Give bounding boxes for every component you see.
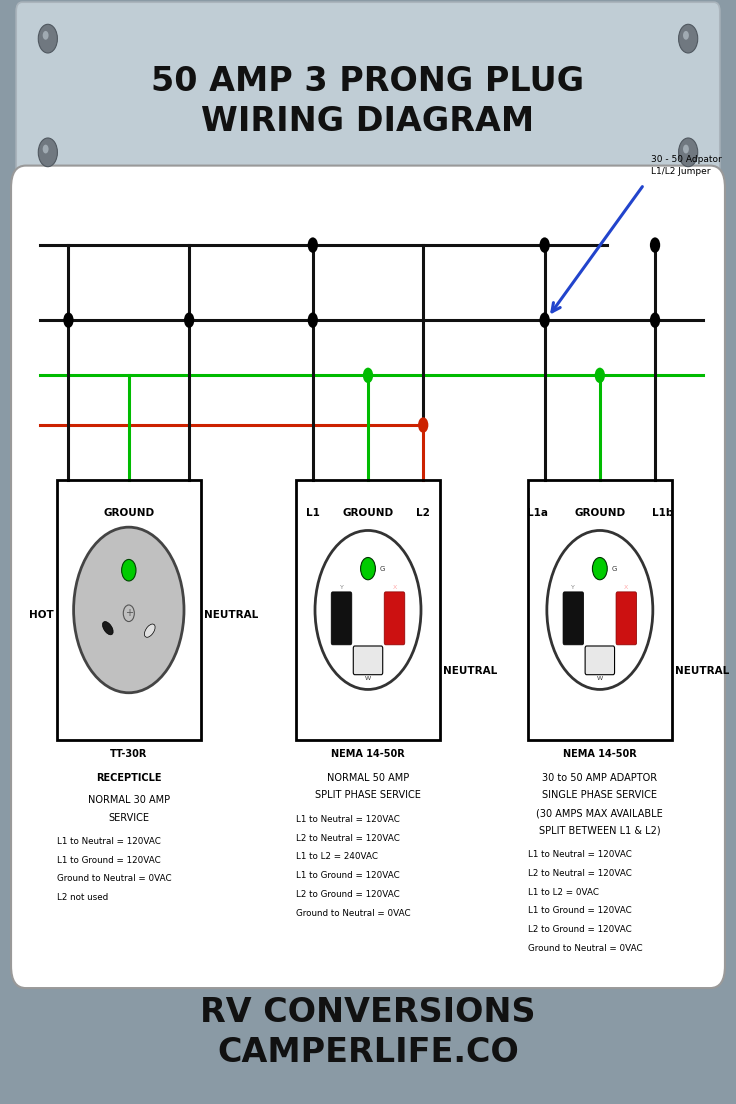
FancyBboxPatch shape	[616, 592, 637, 645]
Circle shape	[38, 138, 57, 167]
Text: Y: Y	[339, 585, 344, 590]
Circle shape	[361, 558, 375, 580]
Text: L1b: L1b	[651, 508, 673, 518]
Circle shape	[43, 145, 49, 153]
FancyBboxPatch shape	[353, 646, 383, 675]
Text: L1a: L1a	[527, 508, 548, 518]
Circle shape	[539, 237, 550, 253]
Circle shape	[184, 312, 194, 328]
Circle shape	[38, 24, 57, 53]
Circle shape	[650, 312, 660, 328]
Text: L1 to L2 = 0VAC: L1 to L2 = 0VAC	[528, 888, 599, 896]
Text: W: W	[597, 676, 603, 681]
Circle shape	[121, 560, 136, 581]
Text: RECEPTICLE: RECEPTICLE	[96, 773, 161, 783]
Text: NEUTRAL: NEUTRAL	[204, 611, 258, 620]
Text: +: +	[125, 608, 132, 618]
Circle shape	[679, 24, 698, 53]
Circle shape	[539, 312, 550, 328]
Text: Ground to Neutral = 0VAC: Ground to Neutral = 0VAC	[296, 909, 411, 917]
Text: NEMA 14-50R: NEMA 14-50R	[331, 749, 405, 758]
Text: TT-30R: TT-30R	[110, 749, 147, 758]
Circle shape	[308, 237, 318, 253]
Text: Ground to Neutral = 0VAC: Ground to Neutral = 0VAC	[528, 944, 643, 953]
Text: (30 AMPS MAX AVAILABLE: (30 AMPS MAX AVAILABLE	[537, 808, 663, 818]
Text: HOT: HOT	[29, 611, 53, 620]
Text: L1 to Neutral = 120VAC: L1 to Neutral = 120VAC	[528, 850, 632, 859]
Text: GROUND: GROUND	[342, 508, 394, 518]
Text: NORMAL 30 AMP: NORMAL 30 AMP	[88, 795, 170, 805]
Text: NEMA 14-50R: NEMA 14-50R	[563, 749, 637, 758]
Text: 30 to 50 AMP ADAPTOR: 30 to 50 AMP ADAPTOR	[542, 773, 657, 783]
FancyBboxPatch shape	[563, 592, 584, 645]
Circle shape	[315, 530, 421, 689]
Text: SERVICE: SERVICE	[108, 813, 149, 822]
Text: SPLIT PHASE SERVICE: SPLIT PHASE SERVICE	[315, 790, 421, 800]
Text: L2 to Ground = 120VAC: L2 to Ground = 120VAC	[296, 890, 400, 899]
Circle shape	[418, 417, 428, 433]
Circle shape	[683, 145, 689, 153]
Text: L2 not used: L2 not used	[57, 893, 108, 902]
Ellipse shape	[144, 624, 155, 637]
Text: X: X	[624, 585, 629, 590]
Text: L1 to L2 = 240VAC: L1 to L2 = 240VAC	[296, 852, 378, 861]
Text: NEUTRAL: NEUTRAL	[443, 666, 498, 676]
Text: 30 - 50 Adpator
L1/L2 Jumper: 30 - 50 Adpator L1/L2 Jumper	[651, 156, 722, 176]
Bar	[296, 480, 439, 740]
Text: W: W	[365, 676, 371, 681]
Text: L2 to Neutral = 120VAC: L2 to Neutral = 120VAC	[296, 834, 400, 842]
Circle shape	[363, 368, 373, 383]
FancyBboxPatch shape	[11, 166, 725, 988]
Text: Ground to Neutral = 0VAC: Ground to Neutral = 0VAC	[57, 874, 171, 883]
Bar	[57, 480, 200, 740]
Text: NEUTRAL: NEUTRAL	[676, 666, 729, 676]
Text: SINGLE PHASE SERVICE: SINGLE PHASE SERVICE	[542, 790, 657, 800]
Bar	[528, 480, 671, 740]
Text: RV CONVERSIONS: RV CONVERSIONS	[200, 996, 536, 1029]
Text: L1 to Neutral = 120VAC: L1 to Neutral = 120VAC	[57, 837, 161, 846]
FancyBboxPatch shape	[16, 2, 720, 180]
Circle shape	[679, 138, 698, 167]
Circle shape	[595, 368, 605, 383]
Text: G: G	[612, 565, 617, 572]
Text: L2 to Ground = 120VAC: L2 to Ground = 120VAC	[528, 925, 631, 934]
Circle shape	[547, 530, 653, 689]
Text: L1 to Ground = 120VAC: L1 to Ground = 120VAC	[296, 871, 400, 880]
Text: CAMPERLIFE.CO: CAMPERLIFE.CO	[217, 1036, 519, 1069]
Text: NORMAL 50 AMP: NORMAL 50 AMP	[327, 773, 409, 783]
Text: GROUND: GROUND	[574, 508, 626, 518]
Ellipse shape	[102, 622, 113, 635]
Circle shape	[43, 31, 49, 40]
FancyBboxPatch shape	[384, 592, 405, 645]
Circle shape	[650, 237, 660, 253]
Text: G: G	[380, 565, 385, 572]
Text: X: X	[392, 585, 397, 590]
Text: L1 to Ground = 120VAC: L1 to Ground = 120VAC	[528, 906, 631, 915]
Text: L2 to Neutral = 120VAC: L2 to Neutral = 120VAC	[528, 869, 632, 878]
Text: L1 to Ground = 120VAC: L1 to Ground = 120VAC	[57, 856, 160, 864]
FancyBboxPatch shape	[585, 646, 615, 675]
Text: GROUND: GROUND	[103, 508, 155, 518]
Text: SPLIT BETWEEN L1 & L2): SPLIT BETWEEN L1 & L2)	[539, 826, 661, 836]
Text: L1: L1	[306, 508, 319, 518]
Circle shape	[592, 558, 607, 580]
Circle shape	[308, 312, 318, 328]
Circle shape	[683, 31, 689, 40]
Text: L1 to Neutral = 120VAC: L1 to Neutral = 120VAC	[296, 815, 400, 824]
Text: L2: L2	[417, 508, 430, 518]
Text: Y: Y	[571, 585, 576, 590]
FancyBboxPatch shape	[331, 592, 352, 645]
Text: 50 AMP 3 PRONG PLUG
WIRING DIAGRAM: 50 AMP 3 PRONG PLUG WIRING DIAGRAM	[152, 65, 584, 138]
Circle shape	[63, 312, 74, 328]
Circle shape	[74, 528, 184, 693]
